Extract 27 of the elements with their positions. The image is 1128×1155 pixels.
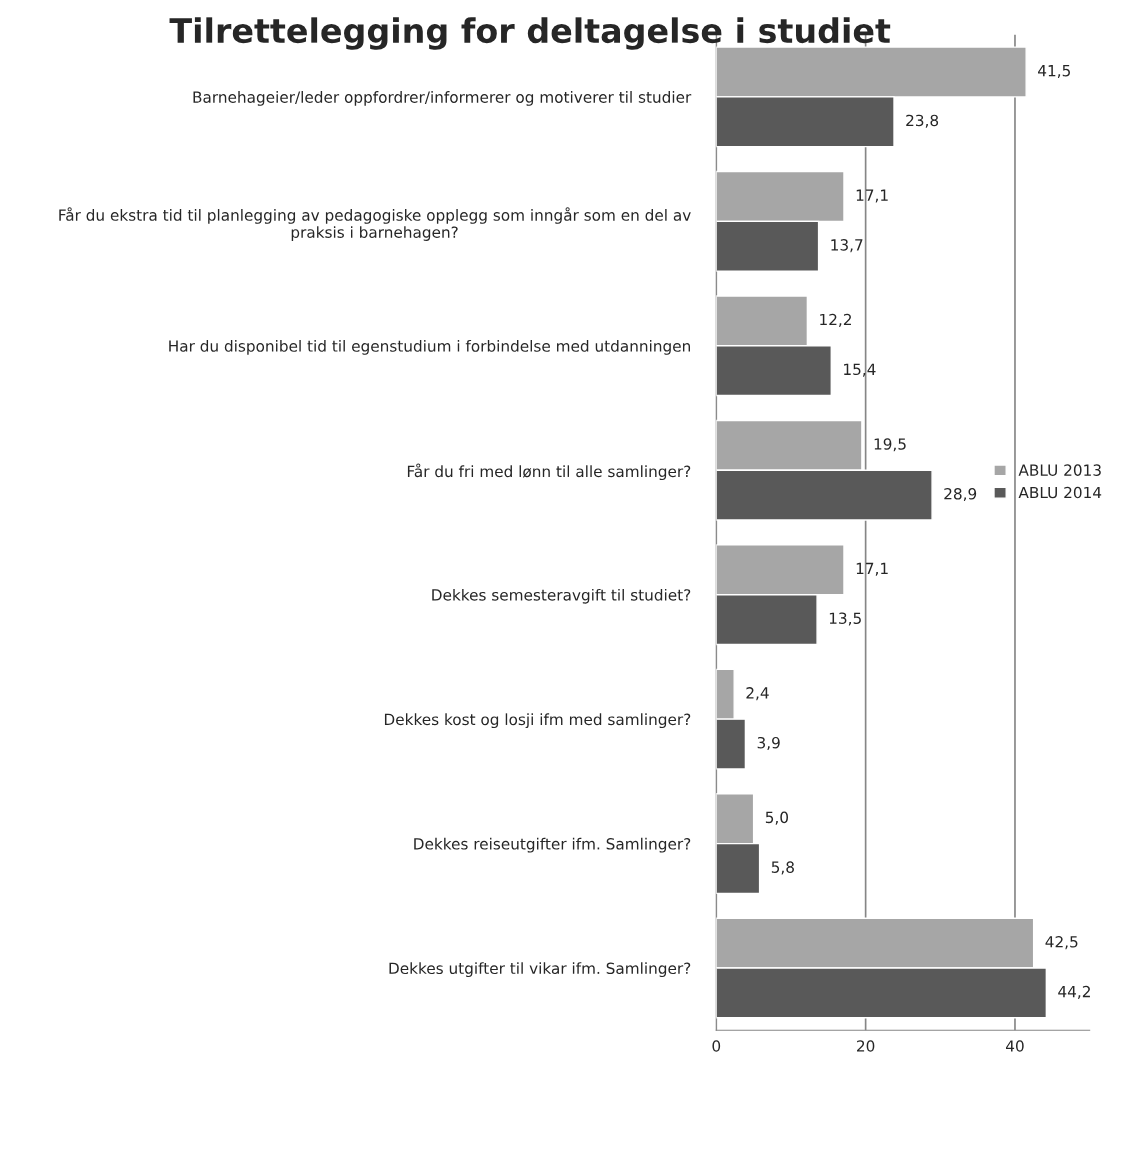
y-tick-label: Dekkes kost og losji ifm med samlinger? <box>384 713 691 729</box>
y-tick-label: Får du fri med lønn til alle samlinger? <box>407 463 691 481</box>
data-label: 13,7 <box>831 239 863 253</box>
data-label: 19,5 <box>874 438 906 452</box>
y-tick-label: Får du ekstra tid til planlegging av pedagogiske opplegg som inngår som en del av praksis i barnehagen? <box>59 207 691 241</box>
chart-title: Tilrettelegging for deltagelse i studiet <box>169 17 891 50</box>
data-label: 28,9 <box>944 488 977 502</box>
y-tick-label: Dekkes utgifter til vikar ifm. Samlinger? <box>389 962 691 978</box>
y-tick-label: Dekkes reiseutgifter ifm. Samlinger? <box>414 837 691 853</box>
y-tick-label: Har du disponibel tid til egenstudium i forbindelse med utdanningen <box>169 339 690 355</box>
legend-label: ABLU 2013 <box>1018 464 1101 476</box>
x-tick-label: 0 <box>712 1040 721 1052</box>
data-label: 5,8 <box>771 861 794 875</box>
data-label: 3,9 <box>757 736 780 751</box>
data-label: 23,8 <box>906 114 939 128</box>
data-label: 5,0 <box>765 811 789 825</box>
data-label: 41,5 <box>1038 65 1070 78</box>
data-label: 42,5 <box>1045 936 1078 950</box>
y-tick-label: Barnehageier/leder oppfordrer/informerer og motiverer til studier <box>193 91 692 106</box>
legend-label: ABLU 2014 <box>1018 486 1102 499</box>
y-tick-label: Dekkes semesteravgift til studiet? <box>432 588 691 604</box>
x-tick-label: 20 <box>857 1040 875 1052</box>
data-label: 12,2 <box>820 313 851 327</box>
x-tick-label: 40 <box>1006 1040 1024 1052</box>
data-label: 2,4 <box>746 687 769 701</box>
data-label: 44,2 <box>1058 985 1090 999</box>
data-label: 13,5 <box>829 612 861 626</box>
